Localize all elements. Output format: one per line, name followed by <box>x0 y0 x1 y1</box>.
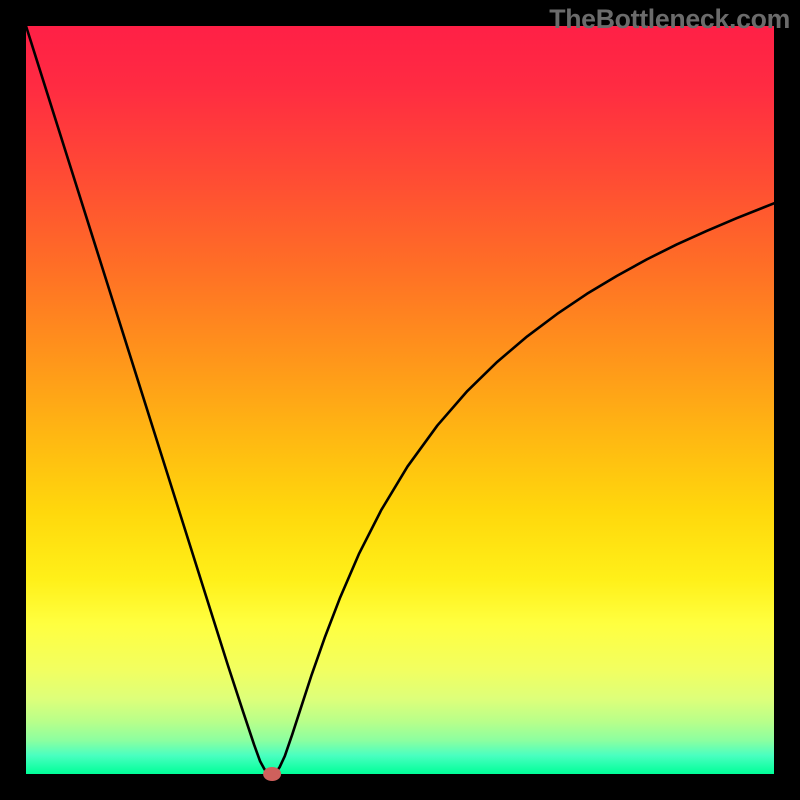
watermark-text: TheBottleneck.com <box>549 4 790 35</box>
bottleneck-chart <box>0 0 800 800</box>
chart-frame: TheBottleneck.com <box>0 0 800 800</box>
plot-background <box>26 26 774 774</box>
optimum-marker <box>263 767 281 781</box>
